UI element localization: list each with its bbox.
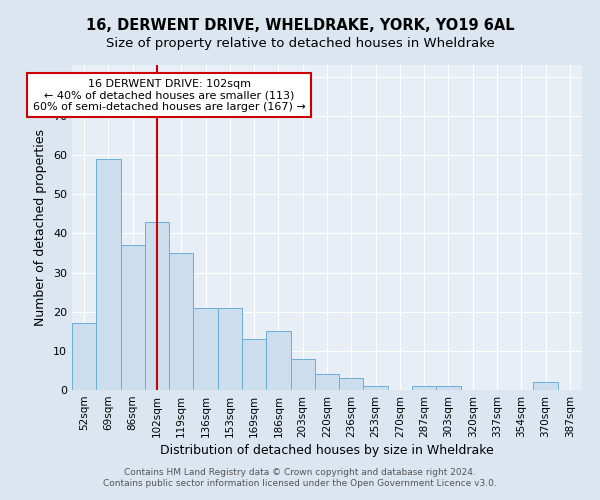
Bar [242, 339, 266, 390]
Text: 16 DERWENT DRIVE: 102sqm
← 40% of detached houses are smaller (113)
60% of semi-: 16 DERWENT DRIVE: 102sqm ← 40% of detach… [33, 78, 305, 112]
Bar [193, 308, 218, 390]
Bar [218, 308, 242, 390]
Bar [339, 378, 364, 390]
Bar [72, 324, 96, 390]
Bar [121, 245, 145, 390]
Bar [266, 332, 290, 390]
Bar [364, 386, 388, 390]
Bar [315, 374, 339, 390]
Bar [169, 253, 193, 390]
Text: Contains HM Land Registry data © Crown copyright and database right 2024.
Contai: Contains HM Land Registry data © Crown c… [103, 468, 497, 487]
Text: 16, DERWENT DRIVE, WHELDRAKE, YORK, YO19 6AL: 16, DERWENT DRIVE, WHELDRAKE, YORK, YO19… [86, 18, 514, 32]
Bar [290, 358, 315, 390]
Bar [436, 386, 461, 390]
Text: Size of property relative to detached houses in Wheldrake: Size of property relative to detached ho… [106, 38, 494, 51]
Y-axis label: Number of detached properties: Number of detached properties [34, 129, 47, 326]
X-axis label: Distribution of detached houses by size in Wheldrake: Distribution of detached houses by size … [160, 444, 494, 457]
Bar [96, 159, 121, 390]
Bar [412, 386, 436, 390]
Bar [533, 382, 558, 390]
Bar [145, 222, 169, 390]
